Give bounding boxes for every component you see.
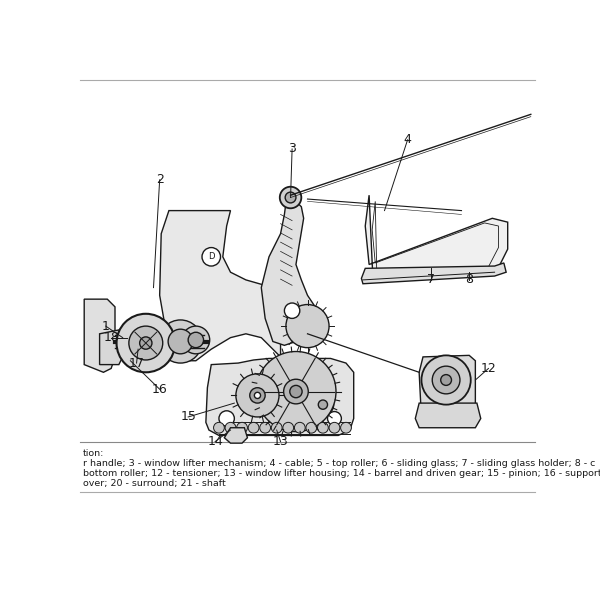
Text: 14: 14 bbox=[207, 435, 223, 448]
Circle shape bbox=[202, 248, 220, 266]
Circle shape bbox=[168, 329, 193, 354]
Text: 3: 3 bbox=[288, 142, 296, 155]
Circle shape bbox=[159, 320, 202, 363]
Circle shape bbox=[188, 332, 203, 347]
Circle shape bbox=[441, 374, 451, 385]
Circle shape bbox=[318, 400, 328, 409]
Text: D: D bbox=[208, 252, 215, 262]
Circle shape bbox=[260, 422, 271, 433]
Circle shape bbox=[140, 337, 152, 349]
Text: 17: 17 bbox=[128, 356, 145, 370]
Circle shape bbox=[284, 379, 308, 404]
Text: 13: 13 bbox=[272, 435, 289, 448]
Circle shape bbox=[248, 422, 259, 433]
Text: over; 20 - surround; 21 - shaft: over; 20 - surround; 21 - shaft bbox=[83, 479, 226, 488]
Circle shape bbox=[306, 422, 317, 433]
Circle shape bbox=[225, 422, 236, 433]
Circle shape bbox=[283, 422, 293, 433]
Polygon shape bbox=[419, 355, 475, 412]
Circle shape bbox=[317, 422, 328, 433]
Circle shape bbox=[421, 355, 471, 404]
Circle shape bbox=[341, 422, 352, 433]
Circle shape bbox=[312, 394, 334, 415]
Text: r handle; 3 - window lifter mechanism; 4 - cable; 5 - top roller; 6 - sliding gl: r handle; 3 - window lifter mechanism; 4… bbox=[83, 460, 595, 469]
Circle shape bbox=[280, 187, 301, 208]
Circle shape bbox=[254, 392, 260, 398]
Circle shape bbox=[290, 385, 302, 398]
Polygon shape bbox=[262, 199, 319, 346]
Circle shape bbox=[250, 388, 265, 403]
Text: 15: 15 bbox=[180, 410, 196, 424]
Circle shape bbox=[256, 352, 336, 431]
Polygon shape bbox=[160, 211, 281, 361]
Polygon shape bbox=[415, 403, 481, 428]
Circle shape bbox=[236, 422, 247, 433]
Polygon shape bbox=[224, 428, 247, 443]
Circle shape bbox=[214, 422, 224, 433]
Text: 2: 2 bbox=[156, 173, 164, 186]
Circle shape bbox=[432, 366, 460, 394]
Text: 12: 12 bbox=[481, 362, 496, 375]
Text: 8: 8 bbox=[465, 274, 473, 286]
Circle shape bbox=[129, 326, 163, 360]
Text: 16: 16 bbox=[152, 383, 167, 396]
Polygon shape bbox=[100, 330, 123, 365]
Polygon shape bbox=[365, 195, 508, 280]
Circle shape bbox=[116, 314, 175, 372]
Circle shape bbox=[285, 192, 296, 203]
Text: 18: 18 bbox=[103, 331, 119, 344]
Polygon shape bbox=[361, 263, 506, 284]
Text: tion:: tion: bbox=[83, 449, 104, 458]
Text: 1: 1 bbox=[102, 320, 110, 332]
Circle shape bbox=[286, 305, 329, 347]
Circle shape bbox=[329, 422, 340, 433]
Circle shape bbox=[295, 422, 305, 433]
Text: 7: 7 bbox=[427, 274, 434, 286]
Circle shape bbox=[284, 303, 300, 319]
Circle shape bbox=[328, 412, 341, 425]
Text: 4: 4 bbox=[404, 133, 412, 146]
Text: bottom roller; 12 - tensioner; 13 - window lifter housing; 14 - barrel and drive: bottom roller; 12 - tensioner; 13 - wind… bbox=[83, 469, 600, 478]
Polygon shape bbox=[84, 299, 115, 372]
Circle shape bbox=[219, 411, 235, 426]
Circle shape bbox=[182, 326, 210, 354]
Circle shape bbox=[271, 422, 282, 433]
Polygon shape bbox=[206, 358, 354, 436]
Circle shape bbox=[236, 374, 279, 417]
